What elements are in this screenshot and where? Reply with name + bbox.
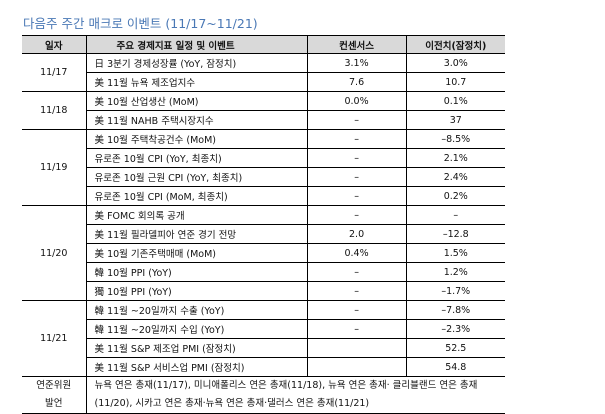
- consensus-cell: –: [307, 110, 407, 130]
- previous-cell: –12.8: [406, 224, 505, 244]
- event-cell: 유로존 10월 근원 CPI (YoY, 최종치): [86, 167, 308, 187]
- consensus-cell: –: [307, 148, 407, 168]
- header-consensus: 컨센서스: [307, 35, 407, 54]
- header-date: 일자: [22, 35, 87, 54]
- consensus-cell: –: [307, 300, 407, 320]
- table-row: 美 11월 NAHB 주택시장지수 –37: [22, 110, 505, 130]
- date-cell: 11/17: [22, 53, 87, 92]
- event-cell: 유로존 10월 CPI (MoM, 최종치): [86, 186, 308, 206]
- event-cell: 美 11월 뉴욕 제조업지수: [86, 72, 308, 92]
- event-cell: 유로존 10월 CPI (YoY, 최종치): [86, 148, 308, 168]
- consensus-cell: 7.6: [307, 72, 407, 92]
- consensus-cell: –: [307, 186, 407, 206]
- header-event: 주요 경제지표 일정 및 이벤트: [86, 35, 308, 54]
- previous-cell: 2.4%: [406, 167, 505, 187]
- consensus-cell: [307, 338, 407, 358]
- header-previous: 이전치(잠정치): [406, 35, 505, 54]
- previous-cell: –: [406, 205, 505, 225]
- previous-cell: 0.1%: [406, 91, 505, 111]
- date-cell: 11/19: [22, 129, 87, 206]
- previous-cell: 3.0%: [406, 53, 505, 73]
- consensus-cell: –: [307, 167, 407, 187]
- event-cell: 美 10월 주택착공건수 (MoM): [86, 129, 308, 149]
- table-row: 11/17 日 3분기 경제성장률 (YoY, 잠정치) 3.1% 3.0%: [22, 53, 505, 92]
- previous-cell: 54.8: [406, 357, 505, 377]
- consensus-cell: –: [307, 205, 407, 225]
- consensus-cell: [307, 357, 407, 377]
- table-row: 11/19 美 10월 주택착공건수 (MoM) – –8.5%: [22, 129, 505, 206]
- previous-cell: 1.5%: [406, 243, 505, 263]
- table-header: 일자 주요 경제지표 일정 및 이벤트 컨센서스 이전치(잠정치): [22, 35, 505, 54]
- event-cell: 美 10월 기존주택매매 (MoM): [86, 243, 308, 263]
- label-line1: 연준위원: [36, 380, 72, 391]
- previous-cell: –8.5%: [406, 129, 505, 149]
- consensus-cell: 0.0%: [307, 91, 407, 111]
- event-cell: 日 3분기 경제성장률 (YoY, 잠정치): [86, 53, 308, 73]
- table-row: 美 11월 뉴욕 제조업지수 7.6 10.7: [22, 72, 505, 92]
- consensus-cell: –: [307, 319, 407, 339]
- macro-events-table: 일자 주요 경제지표 일정 및 이벤트 컨센서스 이전치(잠정치) 11/17 日…: [22, 35, 505, 414]
- previous-cell: –7.8%: [406, 300, 505, 320]
- consensus-cell: –: [307, 281, 407, 301]
- table-row: 11/20 美 FOMC 회의록 공개 – –: [22, 205, 505, 301]
- event-cell: 韓 11월 ~20일까지 수입 (YoY): [86, 319, 308, 339]
- event-cell: 美 10월 산업생산 (MoM): [86, 91, 308, 111]
- fed-speakers-text: 뉴욕 연은 총재(11/17), 미니애폴리스 연은 총재(11/18), 뉴욕…: [86, 376, 505, 414]
- label-line2: 발언: [45, 398, 63, 409]
- table-row: 獨 10월 PPI (YoY) – –1.7%: [22, 281, 505, 301]
- table-row: 11/21 韓 11월 ~20일까지 수출 (YoY) – –7.8%: [22, 300, 505, 377]
- table-row: 11/18 美 10월 산업생산 (MoM) 0.0% 0.1%: [22, 91, 505, 130]
- previous-cell: 0.2%: [406, 186, 505, 206]
- table-row: 美 11월 필라델피아 연준 경기 전망 2.0 –12.8: [22, 224, 505, 244]
- table-row: 유로존 10월 CPI (MoM, 최종치) –0.2%: [22, 186, 505, 206]
- event-cell: 韓 10월 PPI (YoY): [86, 262, 308, 282]
- event-cell: 韓 11월 ~20일까지 수출 (YoY): [86, 300, 308, 320]
- event-cell: 美 11월 S&P 서비스업 PMI (잠정치): [86, 357, 308, 377]
- table-row: 美 10월 기존주택매매 (MoM) 0.4% 1.5%: [22, 243, 505, 263]
- consensus-cell: 3.1%: [307, 53, 407, 73]
- previous-cell: 52.5: [406, 338, 505, 358]
- previous-cell: –2.3%: [406, 319, 505, 339]
- event-cell: 美 11월 S&P 제조업 PMI (잠정치): [86, 338, 308, 358]
- page-title: 다음주 주간 매크로 이벤트 (11/17~11/21): [23, 16, 258, 31]
- previous-cell: 1.2%: [406, 262, 505, 282]
- previous-cell: 37: [406, 110, 505, 130]
- consensus-cell: 2.0: [307, 224, 407, 244]
- table-row: 美 11월 S&P 서비스업 PMI (잠정치) 54.8: [22, 357, 505, 377]
- event-cell: 美 11월 필라델피아 연준 경기 전망: [86, 224, 308, 244]
- date-cell: 11/20: [22, 205, 87, 301]
- table-row: 韓 10월 PPI (YoY) –1.2%: [22, 262, 505, 282]
- table-row: 美 11월 S&P 제조업 PMI (잠정치) 52.5: [22, 338, 505, 358]
- consensus-cell: 0.4%: [307, 243, 407, 263]
- previous-cell: 2.1%: [406, 148, 505, 168]
- previous-cell: 10.7: [406, 72, 505, 92]
- date-cell: 11/21: [22, 300, 87, 377]
- table-row: 유로존 10월 근원 CPI (YoY, 최종치) –2.4%: [22, 167, 505, 187]
- previous-cell: –1.7%: [406, 281, 505, 301]
- consensus-cell: –: [307, 262, 407, 282]
- date-cell: 11/18: [22, 91, 87, 130]
- consensus-cell: –: [307, 129, 407, 149]
- event-cell: 美 FOMC 회의록 공개: [86, 205, 308, 225]
- event-cell: 獨 10월 PPI (YoY): [86, 281, 308, 301]
- table-row: 유로존 10월 CPI (YoY, 최종치) –2.1%: [22, 148, 505, 168]
- event-cell: 美 11월 NAHB 주택시장지수: [86, 110, 308, 130]
- table-row: 韓 11월 ~20일까지 수입 (YoY) – –2.3%: [22, 319, 505, 339]
